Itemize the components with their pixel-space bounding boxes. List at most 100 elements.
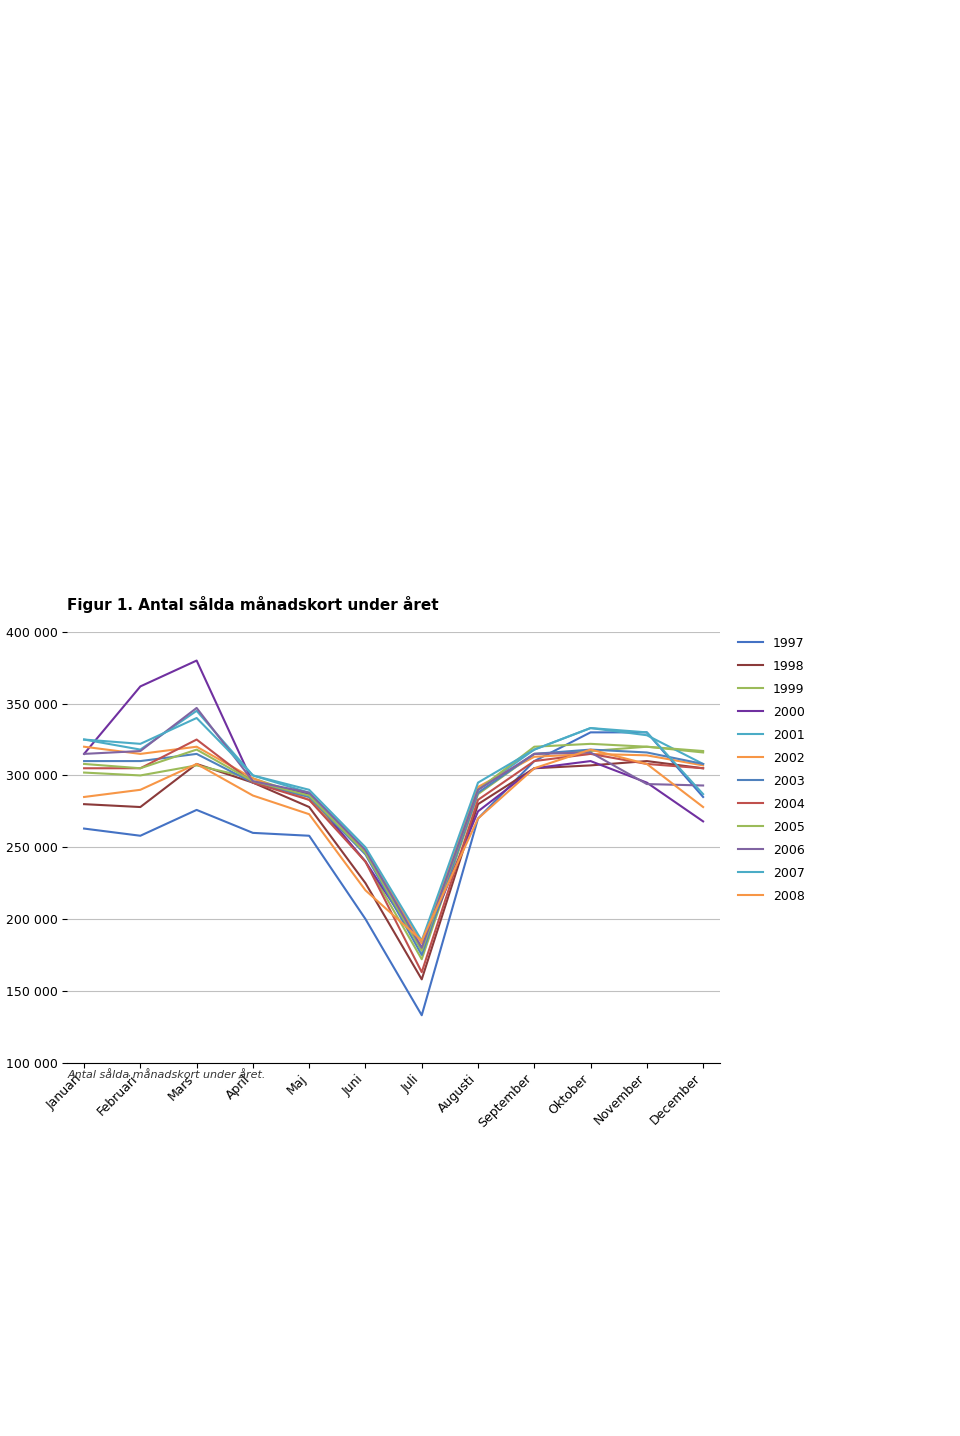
2003 <box>247 774 258 791</box>
2006 <box>79 745 90 763</box>
2005 <box>585 735 596 752</box>
2000 <box>529 760 540 777</box>
1998 <box>641 752 653 770</box>
2001 <box>303 784 315 801</box>
2002 <box>360 841 372 859</box>
2003 <box>697 755 708 773</box>
1999 <box>585 742 596 760</box>
2008 <box>697 798 708 816</box>
2007 <box>641 724 653 741</box>
1997 <box>641 724 653 741</box>
2001 <box>697 755 708 773</box>
2004 <box>134 760 146 777</box>
2002 <box>641 747 653 764</box>
2006 <box>303 784 315 801</box>
2003 <box>416 946 427 964</box>
2002 <box>472 778 484 796</box>
1998 <box>134 798 146 816</box>
2006 <box>191 699 203 717</box>
2006 <box>360 841 372 859</box>
1998 <box>472 796 484 813</box>
2001 <box>416 942 427 959</box>
2008 <box>191 755 203 773</box>
2000 <box>641 774 653 791</box>
2006 <box>585 744 596 761</box>
2006 <box>697 777 708 794</box>
1999 <box>472 785 484 803</box>
2001 <box>641 727 653 744</box>
2006 <box>416 939 427 956</box>
Line: 2006: 2006 <box>84 708 703 948</box>
2004 <box>641 755 653 773</box>
2004 <box>472 791 484 808</box>
Line: 2005: 2005 <box>84 744 703 951</box>
2005 <box>303 787 315 804</box>
1998 <box>247 774 258 791</box>
2006 <box>641 775 653 793</box>
2007 <box>134 735 146 752</box>
2003 <box>641 744 653 761</box>
1998 <box>697 760 708 777</box>
Line: 1997: 1997 <box>84 732 703 1015</box>
1999 <box>134 767 146 784</box>
2001 <box>191 702 203 719</box>
1997 <box>585 724 596 741</box>
2000 <box>416 939 427 956</box>
2002 <box>79 738 90 755</box>
Line: 2001: 2001 <box>84 711 703 951</box>
2003 <box>585 741 596 758</box>
2004 <box>416 964 427 981</box>
2008 <box>360 882 372 899</box>
2007 <box>247 767 258 784</box>
2000 <box>360 853 372 870</box>
1997 <box>303 827 315 844</box>
2006 <box>134 742 146 760</box>
1998 <box>303 798 315 816</box>
1997 <box>697 788 708 806</box>
Text: Figur 1. Antal sålda månadskort under året: Figur 1. Antal sålda månadskort under år… <box>67 596 439 613</box>
2007 <box>697 785 708 803</box>
2006 <box>472 781 484 798</box>
1999 <box>303 788 315 806</box>
2005 <box>472 781 484 798</box>
1998 <box>360 875 372 892</box>
2007 <box>529 741 540 758</box>
2003 <box>303 788 315 806</box>
2001 <box>585 719 596 737</box>
1999 <box>641 738 653 755</box>
2000 <box>303 785 315 803</box>
2004 <box>79 760 90 777</box>
2003 <box>472 784 484 801</box>
2005 <box>697 742 708 760</box>
2004 <box>191 731 203 748</box>
Line: 1998: 1998 <box>84 761 703 979</box>
1999 <box>247 770 258 787</box>
2008 <box>416 932 427 949</box>
2005 <box>191 741 203 758</box>
Line: 1999: 1999 <box>84 747 703 959</box>
1998 <box>79 796 90 813</box>
2005 <box>529 738 540 755</box>
2003 <box>360 846 372 863</box>
2000 <box>697 813 708 830</box>
2005 <box>247 773 258 790</box>
Line: 2002: 2002 <box>84 747 703 943</box>
2008 <box>529 760 540 777</box>
1998 <box>191 755 203 773</box>
2002 <box>303 791 315 808</box>
2003 <box>529 745 540 763</box>
2005 <box>134 760 146 777</box>
1999 <box>79 764 90 781</box>
2002 <box>191 738 203 755</box>
1999 <box>529 745 540 763</box>
2006 <box>247 773 258 790</box>
1997 <box>79 820 90 837</box>
2008 <box>303 806 315 823</box>
2007 <box>585 719 596 737</box>
2000 <box>79 745 90 763</box>
2003 <box>79 752 90 770</box>
Line: 2003: 2003 <box>84 750 703 955</box>
2004 <box>303 791 315 808</box>
2005 <box>79 755 90 773</box>
2004 <box>697 760 708 777</box>
